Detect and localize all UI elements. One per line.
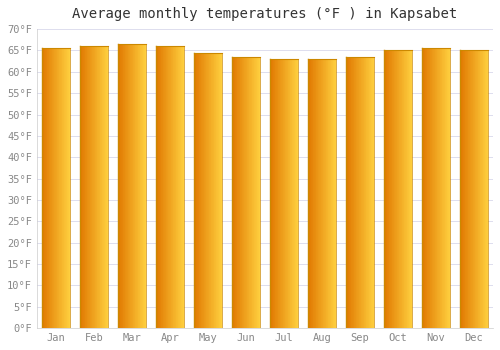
Title: Average monthly temperatures (°F ) in Kapsabet: Average monthly temperatures (°F ) in Ka… xyxy=(72,7,458,21)
